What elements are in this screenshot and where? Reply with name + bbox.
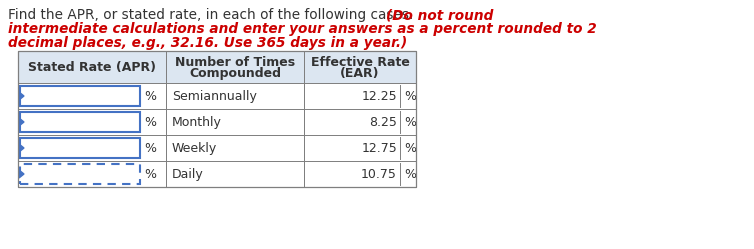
Bar (20, 138, 140, 158)
Text: 10.75: 10.75 (361, 168, 397, 181)
Bar (304, 135, 416, 161)
Bar (166, 135, 304, 161)
Text: %: % (144, 89, 156, 103)
Polygon shape (19, 170, 24, 178)
Text: Weekly: Weekly (172, 141, 217, 154)
Bar (304, 109, 416, 135)
Text: Find the APR, or stated rate, in each of the following cases.: Find the APR, or stated rate, in each of… (8, 8, 418, 22)
Bar (166, 161, 304, 187)
Bar (20, 164, 140, 184)
Text: %: % (404, 141, 416, 154)
Polygon shape (19, 144, 24, 152)
Text: %: % (144, 116, 156, 128)
Bar (304, 161, 416, 187)
Text: Monthly: Monthly (172, 116, 222, 128)
Bar (18, 109, 166, 135)
Text: Stated Rate (APR): Stated Rate (APR) (28, 61, 156, 73)
Text: Compounded: Compounded (189, 66, 281, 79)
Text: 12.25: 12.25 (361, 89, 397, 103)
Text: %: % (404, 168, 416, 181)
Text: %: % (404, 89, 416, 103)
Bar (304, 83, 416, 109)
Bar (166, 83, 304, 109)
Bar (18, 135, 166, 161)
Text: Semiannually: Semiannually (172, 89, 257, 103)
Bar (18, 83, 166, 109)
Polygon shape (19, 118, 24, 126)
Bar (166, 109, 304, 135)
Bar (20, 86, 140, 106)
Text: 12.75: 12.75 (361, 141, 397, 154)
Text: Number of Times: Number of Times (175, 56, 295, 68)
Text: %: % (144, 168, 156, 181)
Text: %: % (404, 116, 416, 128)
Bar (304, 51, 416, 83)
Bar (18, 51, 416, 187)
Polygon shape (19, 92, 24, 100)
Text: (Do not round: (Do not round (386, 8, 493, 22)
Text: intermediate calculations and enter your answers as a percent rounded to 2: intermediate calculations and enter your… (8, 22, 596, 36)
Bar (18, 161, 166, 187)
Text: %: % (144, 141, 156, 154)
Bar (18, 51, 166, 83)
Bar (20, 112, 140, 132)
Text: Effective Rate: Effective Rate (311, 56, 409, 68)
Text: Daily: Daily (172, 168, 204, 181)
Text: decimal places, e.g., 32.16. Use 365 days in a year.): decimal places, e.g., 32.16. Use 365 day… (8, 36, 407, 50)
Text: 8.25: 8.25 (369, 116, 397, 128)
Text: (EAR): (EAR) (340, 66, 380, 79)
Bar (166, 51, 304, 83)
